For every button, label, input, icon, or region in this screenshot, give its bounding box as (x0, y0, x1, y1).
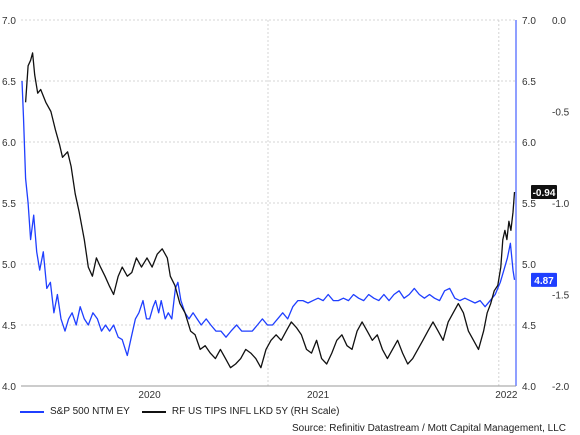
series-line-tips-5y (24, 52, 516, 369)
series-line-sp500-ey (21, 80, 516, 357)
legend-label-blue: S&P 500 NTM EY (50, 406, 130, 417)
right-tick-label: 0.0 (552, 16, 566, 27)
right-tick-label: -0.5 (552, 108, 570, 119)
mid-tick-label: 5.5 (522, 199, 536, 210)
left-tick-label: 4.0 (2, 382, 16, 393)
x-axis-ticks: 2020 2021 2022 (138, 390, 518, 401)
end-value-labels: 4.87 -0.94 (531, 185, 557, 287)
mid-axis-ticks: 4.0 4.5 5.0 5.5 6.0 6.5 7.0 (522, 16, 536, 393)
right-tick-label: -1.0 (552, 199, 570, 210)
gridlines (21, 19, 516, 387)
end-label-bg-blue (531, 272, 557, 287)
mid-tick-label: 6.5 (522, 77, 536, 88)
left-tick-label: 5.5 (2, 199, 16, 210)
left-tick-label: 4.5 (2, 321, 16, 332)
axes (21, 20, 517, 387)
left-tick-label: 6.5 (2, 77, 16, 88)
mid-tick-label: 7.0 (522, 16, 536, 27)
left-tick-label: 6.0 (2, 138, 16, 149)
mid-tick-label: 4.0 (522, 382, 536, 393)
source-note: Source: Refinitiv Datastream / Mott Capi… (291, 423, 566, 434)
end-label-bg-black (531, 185, 557, 200)
end-label-black: -0.94 (533, 188, 556, 199)
x-tick-label: 2022 (495, 390, 518, 401)
chart: 4.0 4.5 5.0 5.5 6.0 6.5 7.0 4.0 4.5 5.0 5.5 6.0 6.5… (2, 16, 570, 401)
right-tick-label: -2.0 (552, 382, 570, 393)
left-tick-label: 7.0 (2, 16, 16, 27)
legend: S&P 500 NTM EY RF US TIPS INFL LKD 5Y (R… (20, 406, 340, 417)
mid-tick-label: 5.0 (522, 260, 536, 271)
legend-swatch-black (141, 410, 166, 413)
legend-label-black: RF US TIPS INFL LKD 5Y (RH Scale) (171, 406, 340, 417)
left-tick-label: 5.0 (2, 260, 16, 271)
right-axis-ticks: -2.0 -1.5 -1.0 -0.5 0.0 (552, 16, 570, 393)
series-lines (21, 52, 516, 369)
legend-swatch-blue (20, 410, 44, 413)
x-tick-label: 2020 (138, 390, 161, 401)
right-tick-label: -1.5 (552, 291, 570, 302)
x-tick-label: 2021 (307, 390, 330, 401)
mid-tick-label: 4.5 (522, 321, 536, 332)
end-label-blue: 4.87 (534, 276, 554, 287)
mid-tick-label: 6.0 (522, 138, 536, 149)
left-axis-ticks: 4.0 4.5 5.0 5.5 6.0 6.5 7.0 (2, 16, 16, 393)
